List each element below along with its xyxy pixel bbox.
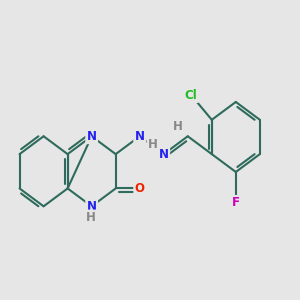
Text: O: O [135, 182, 145, 195]
Text: N: N [135, 130, 145, 143]
Text: H: H [86, 211, 96, 224]
Text: N: N [87, 200, 97, 213]
Text: H: H [172, 120, 182, 133]
Text: F: F [232, 196, 240, 209]
Text: H: H [148, 138, 158, 152]
Text: N: N [159, 148, 169, 160]
Text: N: N [87, 130, 97, 143]
Text: Cl: Cl [185, 88, 198, 102]
